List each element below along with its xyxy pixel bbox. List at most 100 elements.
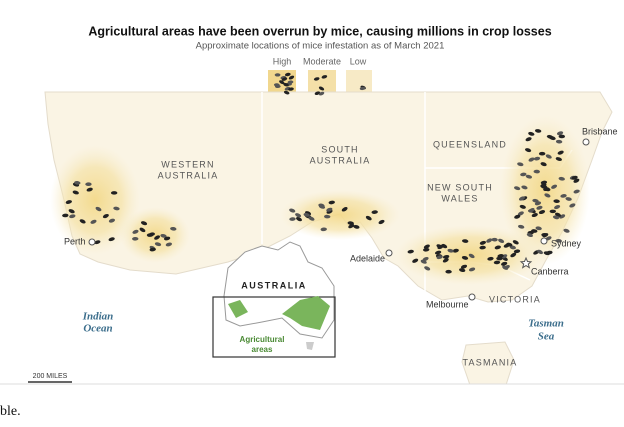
legend-label: High <box>273 56 292 66</box>
mouse-icon <box>283 82 289 87</box>
mouse-icon <box>556 131 564 136</box>
mouse-icon <box>69 214 76 219</box>
mouse-icon <box>506 242 513 247</box>
mouse-icon <box>318 91 325 96</box>
mouse-icon <box>447 248 454 253</box>
mouse-icon <box>526 233 533 238</box>
mouse-icon <box>479 245 486 250</box>
mouse-icon <box>571 175 578 180</box>
mouse-icon <box>521 185 528 190</box>
mouse-icon <box>165 242 172 247</box>
state-label: VICTORIA <box>489 294 541 304</box>
mouse-icon <box>494 245 501 250</box>
legend-label: Moderate <box>303 56 341 66</box>
state-label: QUEENSLAND <box>433 139 507 149</box>
mouse-icon <box>538 151 546 156</box>
legend-label: Low <box>350 56 367 66</box>
mouse-icon <box>72 190 79 195</box>
mouse-icon <box>274 73 281 77</box>
mouse-icon <box>554 205 561 210</box>
state-label: NEW SOUTH <box>427 182 493 192</box>
mouse-icon <box>538 210 546 215</box>
inset-map: AUSTRALIA Agricultural areas <box>212 241 336 358</box>
subtitle: Approximate locations of mice infestatio… <box>196 41 445 52</box>
mouse-icon <box>288 75 295 80</box>
water-label: Sea <box>538 331 555 343</box>
mouse-icon <box>441 243 448 249</box>
mouse-icon <box>525 137 532 142</box>
mouse-icon <box>486 238 493 243</box>
state-label: AUSTRALIA <box>158 170 219 180</box>
mouse-icon <box>514 214 521 219</box>
mouse-icon <box>86 187 93 192</box>
mouse-icon <box>328 200 335 205</box>
state-label: WALES <box>441 193 478 203</box>
mouse-icon <box>558 176 565 181</box>
mouse-icon <box>442 254 450 259</box>
mouse-icon <box>560 194 567 198</box>
mouse-icon <box>535 226 542 231</box>
mouse-icon <box>468 267 476 272</box>
mouse-icon <box>517 162 524 167</box>
mouse-icon <box>318 204 326 209</box>
mouse-icon <box>149 247 156 252</box>
mouse-icon <box>462 239 469 243</box>
mouse-icon <box>544 193 551 198</box>
mouse-icon <box>160 234 167 238</box>
mouse-icon <box>573 178 580 183</box>
mouse-icon <box>324 214 331 219</box>
city-label: Melbourne <box>426 299 469 309</box>
mouse-icon <box>110 191 118 195</box>
mouse-icon <box>528 157 535 162</box>
mouse-icon <box>452 248 459 253</box>
mouse-icon <box>318 86 325 91</box>
mouse-icon <box>528 207 535 213</box>
legend-mice <box>273 72 366 96</box>
mouse-icon <box>348 223 355 229</box>
mouse-icon <box>308 216 315 221</box>
mouse-icon <box>546 250 553 255</box>
mouse-icon <box>512 240 519 245</box>
mouse-icon <box>459 268 466 272</box>
mouse-icon <box>533 156 541 161</box>
mouse-icon <box>493 260 501 265</box>
mouse-icon <box>113 206 120 211</box>
mouse-icon <box>520 172 527 177</box>
city-label: Brisbane <box>582 126 618 136</box>
mouse-icon <box>513 249 521 254</box>
mouse-icon <box>514 186 521 191</box>
mouse-icon <box>326 207 333 212</box>
mouse-icon <box>531 229 538 233</box>
mouse-icon <box>353 224 360 229</box>
mouse-icon <box>551 184 558 189</box>
mouse-icon <box>154 242 162 247</box>
inset-label: Agricultural <box>240 335 285 344</box>
scale-label: 200 MILES <box>33 373 68 380</box>
mouse-icon <box>423 247 430 252</box>
mouse-icon <box>502 265 509 270</box>
mouse-icon <box>321 75 328 79</box>
mouse-icon <box>90 219 97 224</box>
mouse-icon <box>518 196 525 201</box>
mouse-icon <box>445 269 452 274</box>
mouse-icon <box>498 238 505 243</box>
mouse-icon <box>565 197 572 201</box>
mouse-icon <box>154 235 161 240</box>
city-label: Perth <box>64 236 86 246</box>
mouse-icon <box>139 227 146 233</box>
mouse-icon <box>313 77 320 81</box>
mouse-icon <box>365 215 372 221</box>
mouse-icon <box>423 244 430 249</box>
mouse-icon <box>468 253 475 259</box>
mouse-icon <box>273 83 280 87</box>
city-label: Adelaide <box>350 253 385 263</box>
mouse-icon <box>573 189 580 194</box>
state-label: SOUTH <box>321 144 359 154</box>
mouse-icon <box>436 255 443 260</box>
mouse-icon <box>68 209 75 214</box>
mouse-icon <box>536 205 543 210</box>
water-label: Ocean <box>83 323 112 335</box>
mouse-icon <box>108 218 116 223</box>
water-label: Indian <box>82 311 114 323</box>
